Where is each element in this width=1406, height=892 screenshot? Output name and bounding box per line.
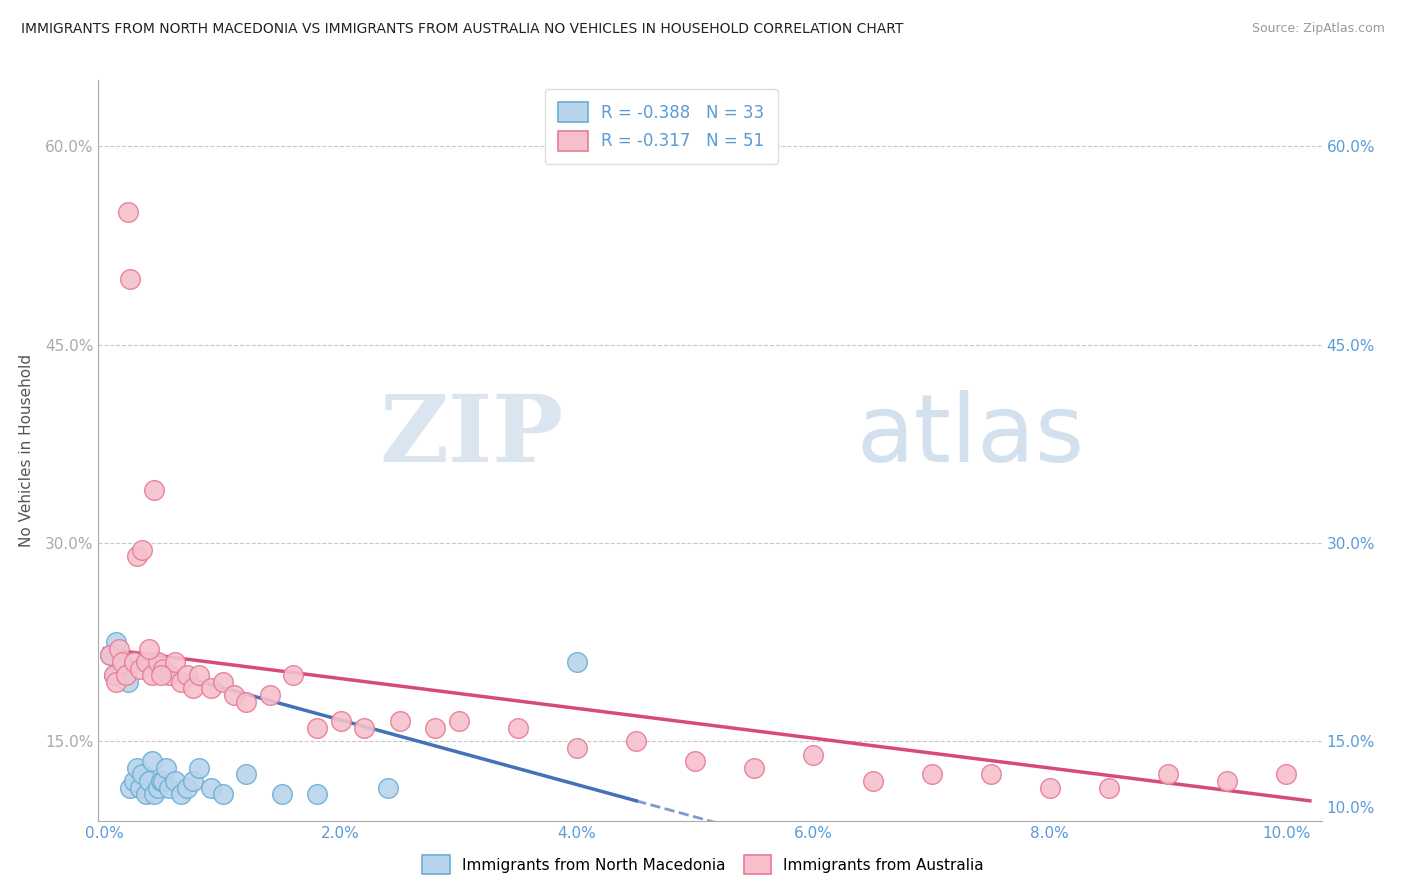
Point <box>181 774 204 789</box>
Point <box>862 774 884 789</box>
Point <box>128 662 150 676</box>
Point <box>135 787 157 801</box>
Point <box>138 641 160 656</box>
Point <box>170 674 193 689</box>
Text: ZIP: ZIP <box>380 391 564 481</box>
Point <box>980 767 1002 781</box>
Point <box>170 787 193 801</box>
Point <box>803 747 825 762</box>
Point <box>127 761 149 775</box>
Point <box>122 774 145 789</box>
Point <box>388 714 411 729</box>
Point <box>117 674 139 689</box>
Point <box>127 549 149 564</box>
Point <box>565 655 588 669</box>
Point <box>235 767 257 781</box>
Point <box>506 721 529 735</box>
Point <box>111 662 134 676</box>
Point <box>307 721 329 735</box>
Text: Source: ZipAtlas.com: Source: ZipAtlas.com <box>1251 22 1385 36</box>
Point <box>187 668 209 682</box>
Point <box>624 734 647 748</box>
Point <box>131 767 153 781</box>
Point <box>120 271 142 285</box>
Point <box>165 774 187 789</box>
Point <box>128 780 150 795</box>
Point <box>157 668 180 682</box>
Point <box>98 648 121 663</box>
Point <box>107 668 129 682</box>
Point <box>176 780 198 795</box>
Point <box>105 635 128 649</box>
Point <box>150 668 173 682</box>
Point <box>181 681 204 696</box>
Point <box>120 780 142 795</box>
Point <box>165 655 187 669</box>
Point <box>283 668 305 682</box>
Point <box>103 668 125 682</box>
Point <box>211 674 233 689</box>
Point <box>200 681 222 696</box>
Point <box>111 655 134 669</box>
Text: atlas: atlas <box>856 390 1085 482</box>
Point <box>107 641 129 656</box>
Point <box>1157 767 1180 781</box>
Point <box>155 761 177 775</box>
Point <box>138 774 160 789</box>
Point <box>683 754 706 768</box>
Point <box>146 655 169 669</box>
Point <box>114 668 136 682</box>
Point <box>141 668 163 682</box>
Point <box>353 721 375 735</box>
Point <box>150 774 173 789</box>
Point <box>329 714 352 729</box>
Point <box>744 761 766 775</box>
Point <box>176 668 198 682</box>
Point <box>259 688 281 702</box>
Point <box>135 655 157 669</box>
Point <box>270 787 292 801</box>
Point <box>157 780 180 795</box>
Point <box>152 774 174 789</box>
Point <box>98 648 121 663</box>
Legend: R = -0.388   N = 33, R = -0.317   N = 51: R = -0.388 N = 33, R = -0.317 N = 51 <box>544 88 778 164</box>
Point <box>377 780 399 795</box>
Point <box>224 688 246 702</box>
Point <box>122 655 145 669</box>
Point <box>235 695 257 709</box>
Y-axis label: No Vehicles in Household: No Vehicles in Household <box>18 354 34 547</box>
Point <box>146 780 169 795</box>
Point <box>565 740 588 755</box>
Point <box>143 483 166 497</box>
Text: IMMIGRANTS FROM NORTH MACEDONIA VS IMMIGRANTS FROM AUSTRALIA NO VEHICLES IN HOUS: IMMIGRANTS FROM NORTH MACEDONIA VS IMMIG… <box>21 22 904 37</box>
Point <box>425 721 447 735</box>
Legend: Immigrants from North Macedonia, Immigrants from Australia: Immigrants from North Macedonia, Immigra… <box>416 849 990 880</box>
Point <box>117 205 139 219</box>
Point <box>152 662 174 676</box>
Point <box>1039 780 1062 795</box>
Point <box>307 787 329 801</box>
Point <box>131 542 153 557</box>
Point <box>114 668 136 682</box>
Point <box>143 787 166 801</box>
Point <box>103 668 125 682</box>
Point <box>211 787 233 801</box>
Point <box>1275 767 1298 781</box>
Point <box>1216 774 1239 789</box>
Point <box>105 674 128 689</box>
Point <box>1098 780 1121 795</box>
Point <box>200 780 222 795</box>
Point <box>141 754 163 768</box>
Point <box>187 761 209 775</box>
Point <box>447 714 470 729</box>
Point <box>921 767 943 781</box>
